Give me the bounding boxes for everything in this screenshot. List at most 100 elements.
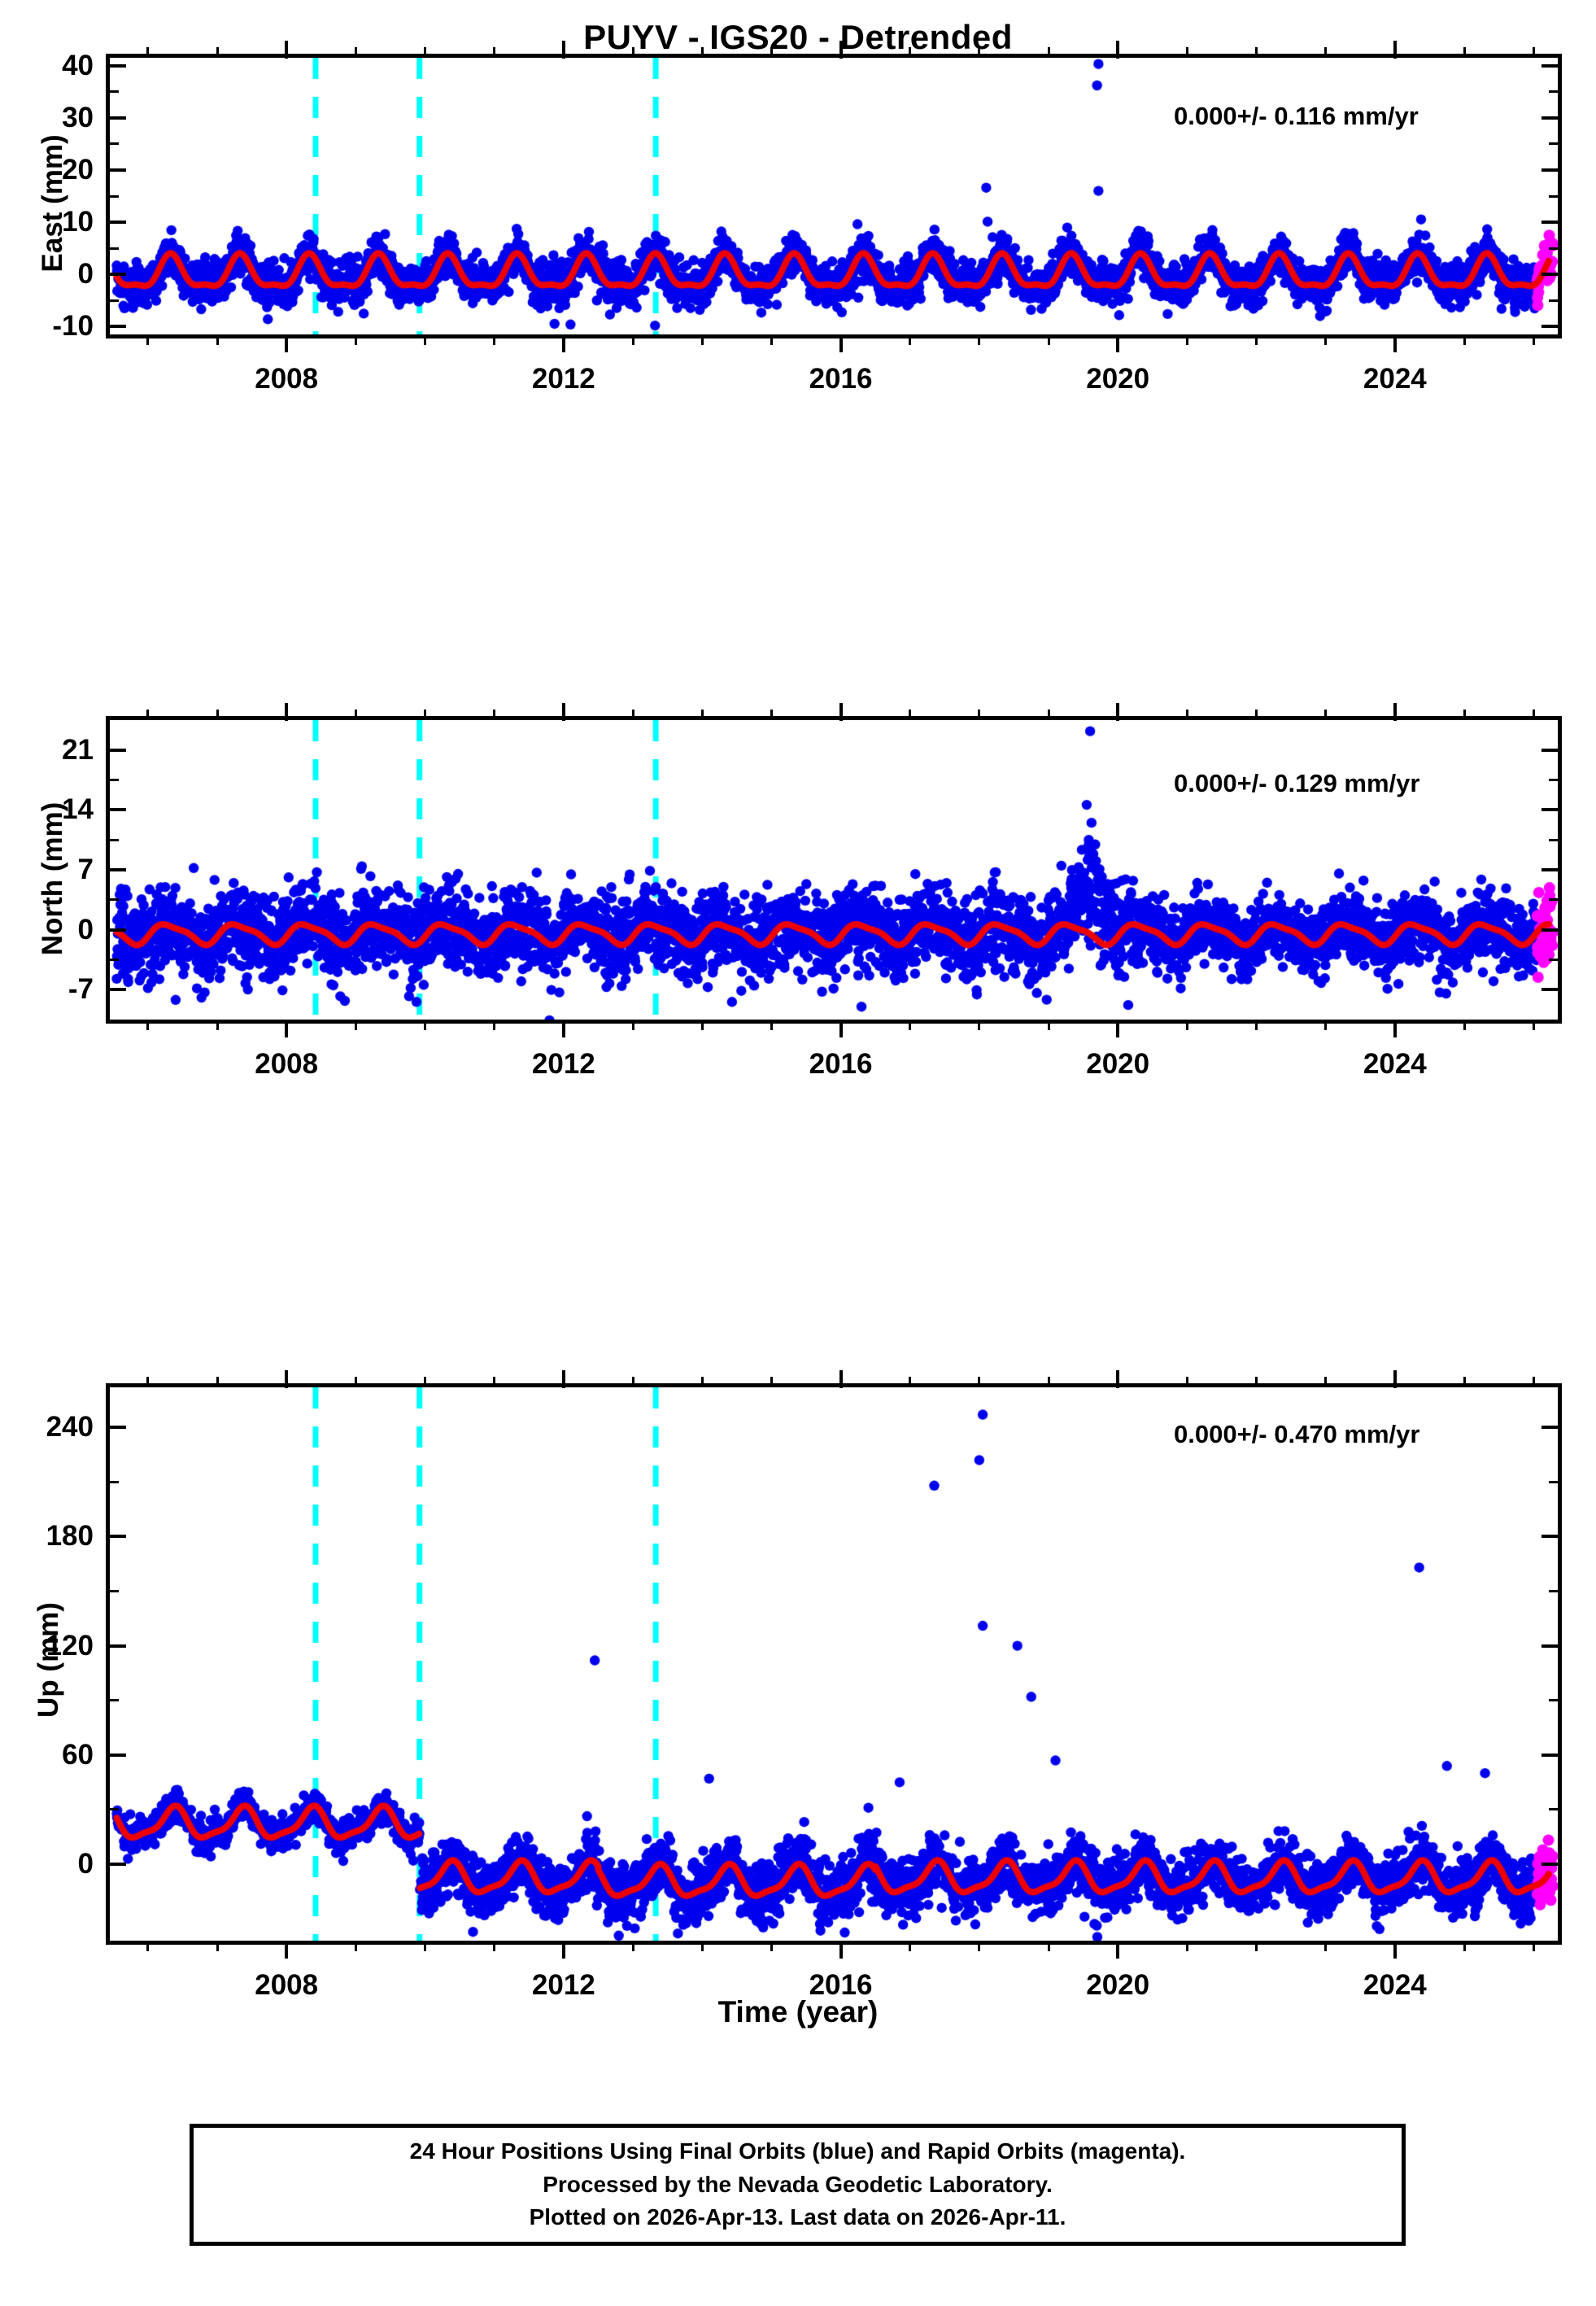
- north-y-tick-label-1: 14: [62, 793, 94, 826]
- caption-line-1: 24 Hour Positions Using Final Orbits (bl…: [409, 2138, 1186, 2164]
- up-x-minortick-2009: [354, 1941, 357, 1951]
- east-x-minortick-t-2018: [978, 47, 981, 58]
- panel-north-rate-annotation: 0.000+/- 0.129 mm/yr: [1174, 769, 1420, 797]
- north-x-minortick-2019: [1047, 1020, 1050, 1030]
- north-y-tick-r-1: [1541, 808, 1558, 812]
- east-y-tick-2: [110, 168, 126, 172]
- east-x-tick-t-4: [1393, 41, 1397, 59]
- up-x-tick-t-1: [561, 1370, 565, 1388]
- panel-east-frame: [106, 54, 1562, 338]
- east-y-tick-r-0: [1541, 63, 1558, 68]
- panel-east-rate-annotation: 0.000+/- 0.116 mm/yr: [1174, 102, 1419, 130]
- north-x-tick-t-0: [285, 703, 289, 721]
- up-y-tick-r-1: [1541, 1535, 1558, 1539]
- north-x-minortick-t-2018: [978, 710, 981, 720]
- east-x-minortick-t-2025: [1463, 47, 1466, 58]
- north-x-minortick-2026: [1532, 1020, 1535, 1030]
- up-x-tick-0: [285, 1941, 289, 1959]
- up-x-minortick-t-2009: [354, 1377, 357, 1387]
- east-x-minortick-t-2015: [770, 47, 773, 58]
- up-x-minortick-2018: [978, 1941, 981, 1951]
- up-x-minortick-2017: [909, 1941, 912, 1951]
- east-x-minortick-2006: [146, 334, 150, 345]
- east-y-tick-label-2: 20: [62, 153, 94, 186]
- north-x-tick-1: [561, 1020, 565, 1037]
- east-x-tick-label-4: 2024: [1363, 363, 1427, 395]
- north-x-minortick-t-2026: [1532, 710, 1535, 720]
- east-y-tick-r-5: [1541, 325, 1558, 329]
- panel-up-plot-area: [110, 1387, 1558, 1941]
- east-x-tick-3: [1116, 334, 1120, 352]
- east-x-minortick-t-2013: [631, 47, 634, 58]
- north-x-minortick-2006: [146, 1020, 150, 1030]
- up-x-tick-label-3: 2020: [1086, 1969, 1150, 2001]
- east-y-minortick-4: [110, 299, 119, 302]
- east-x-tick-t-2: [839, 41, 843, 59]
- up-y-tick-label-3: 60: [62, 1738, 94, 1771]
- east-x-minortick-t-2011: [493, 47, 496, 58]
- up-x-minortick-2010: [424, 1941, 426, 1951]
- up-x-minortick-t-2021: [1185, 1377, 1188, 1387]
- up-x-minortick-2025: [1463, 1941, 1466, 1951]
- east-x-minortick-2025: [1463, 334, 1466, 345]
- panel-up-rate-annotation: 0.000+/- 0.470 mm/yr: [1174, 1420, 1420, 1448]
- up-x-tick-t-2: [839, 1370, 843, 1388]
- up-x-minortick-2023: [1324, 1941, 1328, 1951]
- up-y-tick-label-2: 120: [46, 1629, 94, 1662]
- panel-north: [106, 716, 1562, 1024]
- north-x-minortick-t-2022: [1255, 710, 1258, 720]
- up-y-tick-4: [110, 1863, 126, 1867]
- up-x-minortick-t-2022: [1255, 1377, 1258, 1387]
- panel-north-frame: [106, 716, 1562, 1024]
- page-title: PUYV - IGS20 - Detrended: [583, 18, 1013, 56]
- east-y-tick-label-1: 30: [62, 101, 94, 133]
- north-x-tick-label-4: 2024: [1363, 1048, 1427, 1080]
- east-x-tick-label-3: 2020: [1086, 363, 1150, 395]
- up-x-tick-t-0: [285, 1370, 289, 1388]
- north-y-tick-0: [110, 748, 126, 752]
- up-x-tick-label-2: 2016: [809, 1969, 873, 2001]
- north-x-minortick-2010: [424, 1020, 426, 1030]
- north-y-minortick-2: [110, 898, 119, 902]
- north-x-tick-label-0: 2008: [255, 1048, 319, 1080]
- up-y-tick-r-3: [1541, 1753, 1558, 1757]
- east-y-tick-label-0: 40: [62, 49, 94, 81]
- east-x-minortick-t-2026: [1532, 47, 1535, 58]
- up-y-tick-r-2: [1541, 1644, 1558, 1648]
- up-x-minortick-2015: [770, 1941, 773, 1951]
- east-x-minortick-2022: [1255, 334, 1258, 345]
- east-x-minortick-t-2019: [1047, 47, 1050, 58]
- up-x-minortick-t-2011: [493, 1377, 496, 1387]
- up-x-minortick-2026: [1532, 1941, 1535, 1951]
- north-x-minortick-2007: [216, 1020, 219, 1030]
- up-y-minortick-1: [110, 1590, 119, 1593]
- up-x-minortick-2019: [1047, 1941, 1050, 1951]
- east-y-minortick-2: [110, 194, 119, 198]
- east-x-minortick-2019: [1047, 334, 1050, 345]
- east-y-tick-4: [110, 273, 126, 277]
- up-x-tick-label-0: 2008: [255, 1969, 319, 2001]
- up-x-minortick-t-2026: [1532, 1377, 1535, 1387]
- up-x-minortick-t-2006: [146, 1377, 150, 1387]
- up-y-tick-2: [110, 1644, 126, 1648]
- north-x-minortick-2023: [1324, 1020, 1328, 1030]
- east-x-minortick-t-2009: [354, 47, 357, 58]
- up-y-minortick-r-0: [1549, 1480, 1558, 1483]
- north-x-tick-t-1: [561, 703, 565, 721]
- east-x-minortick-2023: [1324, 334, 1328, 345]
- east-x-tick-4: [1393, 334, 1397, 352]
- east-x-minortick-t-2006: [146, 47, 150, 58]
- north-x-tick-3: [1116, 1020, 1120, 1037]
- north-x-minortick-2014: [700, 1020, 704, 1030]
- panel-up: [106, 1383, 1562, 1945]
- north-y-minortick-0: [110, 779, 119, 782]
- north-y-minortick-1: [110, 838, 119, 841]
- up-x-tick-label-4: 2024: [1363, 1969, 1427, 2001]
- north-y-tick-r-2: [1541, 868, 1558, 871]
- east-x-minortick-t-2007: [216, 47, 219, 58]
- up-x-minortick-t-2019: [1047, 1377, 1050, 1387]
- north-y-tick-label-4: -7: [68, 973, 94, 1006]
- up-y-tick-label-4: 0: [77, 1848, 94, 1880]
- east-x-minortick-2015: [770, 334, 773, 345]
